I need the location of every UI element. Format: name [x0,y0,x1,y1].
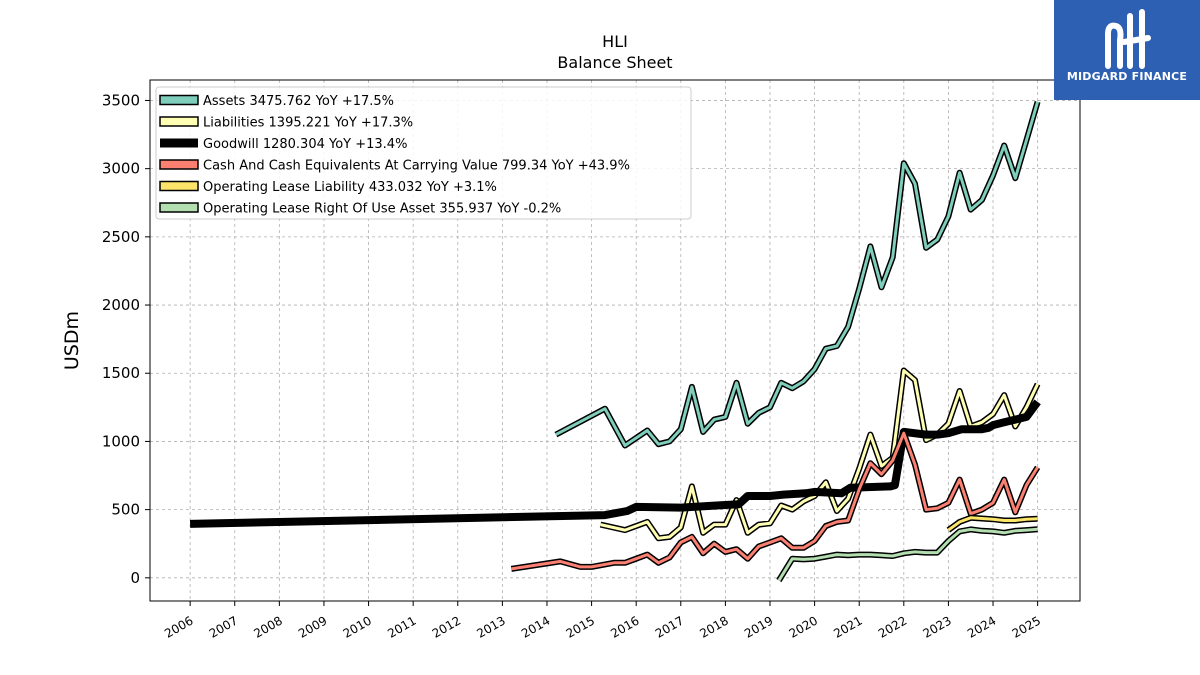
x-tick-label: 2015 [564,613,597,640]
series-path [777,527,1038,582]
legend-item: Assets 3475.762 YoY +17.5% [159,94,394,109]
series-path [511,431,1039,571]
x-tick-label: 2008 [251,613,284,640]
series-path [947,516,1038,532]
y-tick-label: 1000 [102,432,140,450]
series-layer [190,100,1041,583]
legend-item: Operating Lease Right Of Use Asset 355.9… [159,202,561,217]
x-tick-label: 2011 [385,613,418,640]
series-outline [510,430,1041,572]
series-path [555,101,1040,447]
legend-item: Liabilities 1395.221 YoY +17.3% [159,116,413,131]
y-tick-label: 2000 [102,296,140,314]
brand-name: MIDGARD FINANCE [1066,70,1188,83]
x-tick-label: 2025 [1010,613,1043,640]
legend: Assets 3475.762 YoY +17.5% Liabilities 13… [155,86,692,220]
y-tick-label: 500 [111,501,140,519]
x-tick-label: 2023 [920,613,953,640]
x-tick-label: 2024 [965,613,998,640]
legend-label: Operating Lease Right Of Use Asset 355.9… [203,202,561,217]
x-tick-label: 2021 [831,613,864,640]
legend-label: Operating Lease Liability 433.032 YoY +3… [203,180,497,195]
y-tick-label: 3000 [102,160,140,178]
x-tick-label: 2006 [162,613,195,640]
legend-swatch [159,94,199,106]
series-path [190,399,1041,528]
y-tick-label: 0 [130,569,140,587]
y-tick-label: 2500 [102,228,140,246]
y-tick-label: 1500 [102,364,140,382]
legend-label: Liabilities 1395.221 YoY +17.3% [203,116,413,131]
x-tick-label: 2018 [697,613,730,640]
legend-swatch [159,202,199,213]
x-tick-label: 2007 [207,613,240,640]
x-tick-label: 2022 [876,613,909,640]
x-tick-label: 2013 [474,613,507,640]
x-tick-label: 2020 [787,613,820,640]
x-tick-label: 2019 [742,613,775,640]
chart-subtitle: Balance Sheet [557,53,672,72]
legend-item: Cash And Cash Equivalents At Carrying Va… [159,159,630,174]
legend-label: Cash And Cash Equivalents At Carrying Va… [203,159,630,174]
series-line [510,430,1041,572]
x-tick-label: 2014 [519,613,552,640]
legend-box [155,86,692,220]
legend-swatch [159,180,199,192]
x-tick-label: 2009 [296,613,329,640]
legend-item: Operating Lease Liability 433.032 YoY +3… [159,180,497,195]
x-tick-label: 2016 [608,613,641,640]
series-line [554,100,1041,449]
x-tick-label: 2017 [653,613,686,640]
series-line [776,526,1038,583]
legend-swatch [159,159,199,170]
x-axis: 2006 2007 2008 2009 2010 2011 2012 2013 2014 2015… [162,601,1043,641]
x-tick-label: 2012 [430,613,463,640]
legend-swatch [160,138,198,148]
x-tick-label: 2010 [341,613,374,640]
series-line [190,399,1041,528]
legend-label: Goodwill 1280.304 YoY +13.4% [203,137,407,152]
legend-item: Goodwill 1280.304 YoY +13.4% [160,137,407,152]
chart-title: HLI [602,32,628,51]
series-line [946,514,1038,533]
legend-swatch [159,116,199,127]
y-axis: 0 500 1000 1500 2000 2500 3000 3500 [102,91,150,587]
midgard-logo-icon [1105,9,1151,69]
y-axis-label: USDm [61,311,83,370]
y-tick-label: 3500 [102,91,140,109]
legend-label: Assets 3475.762 YoY +17.5% [203,94,394,109]
brand-badge: MIDGARD FINANCE [1054,0,1200,100]
plot-frame [149,79,1081,602]
